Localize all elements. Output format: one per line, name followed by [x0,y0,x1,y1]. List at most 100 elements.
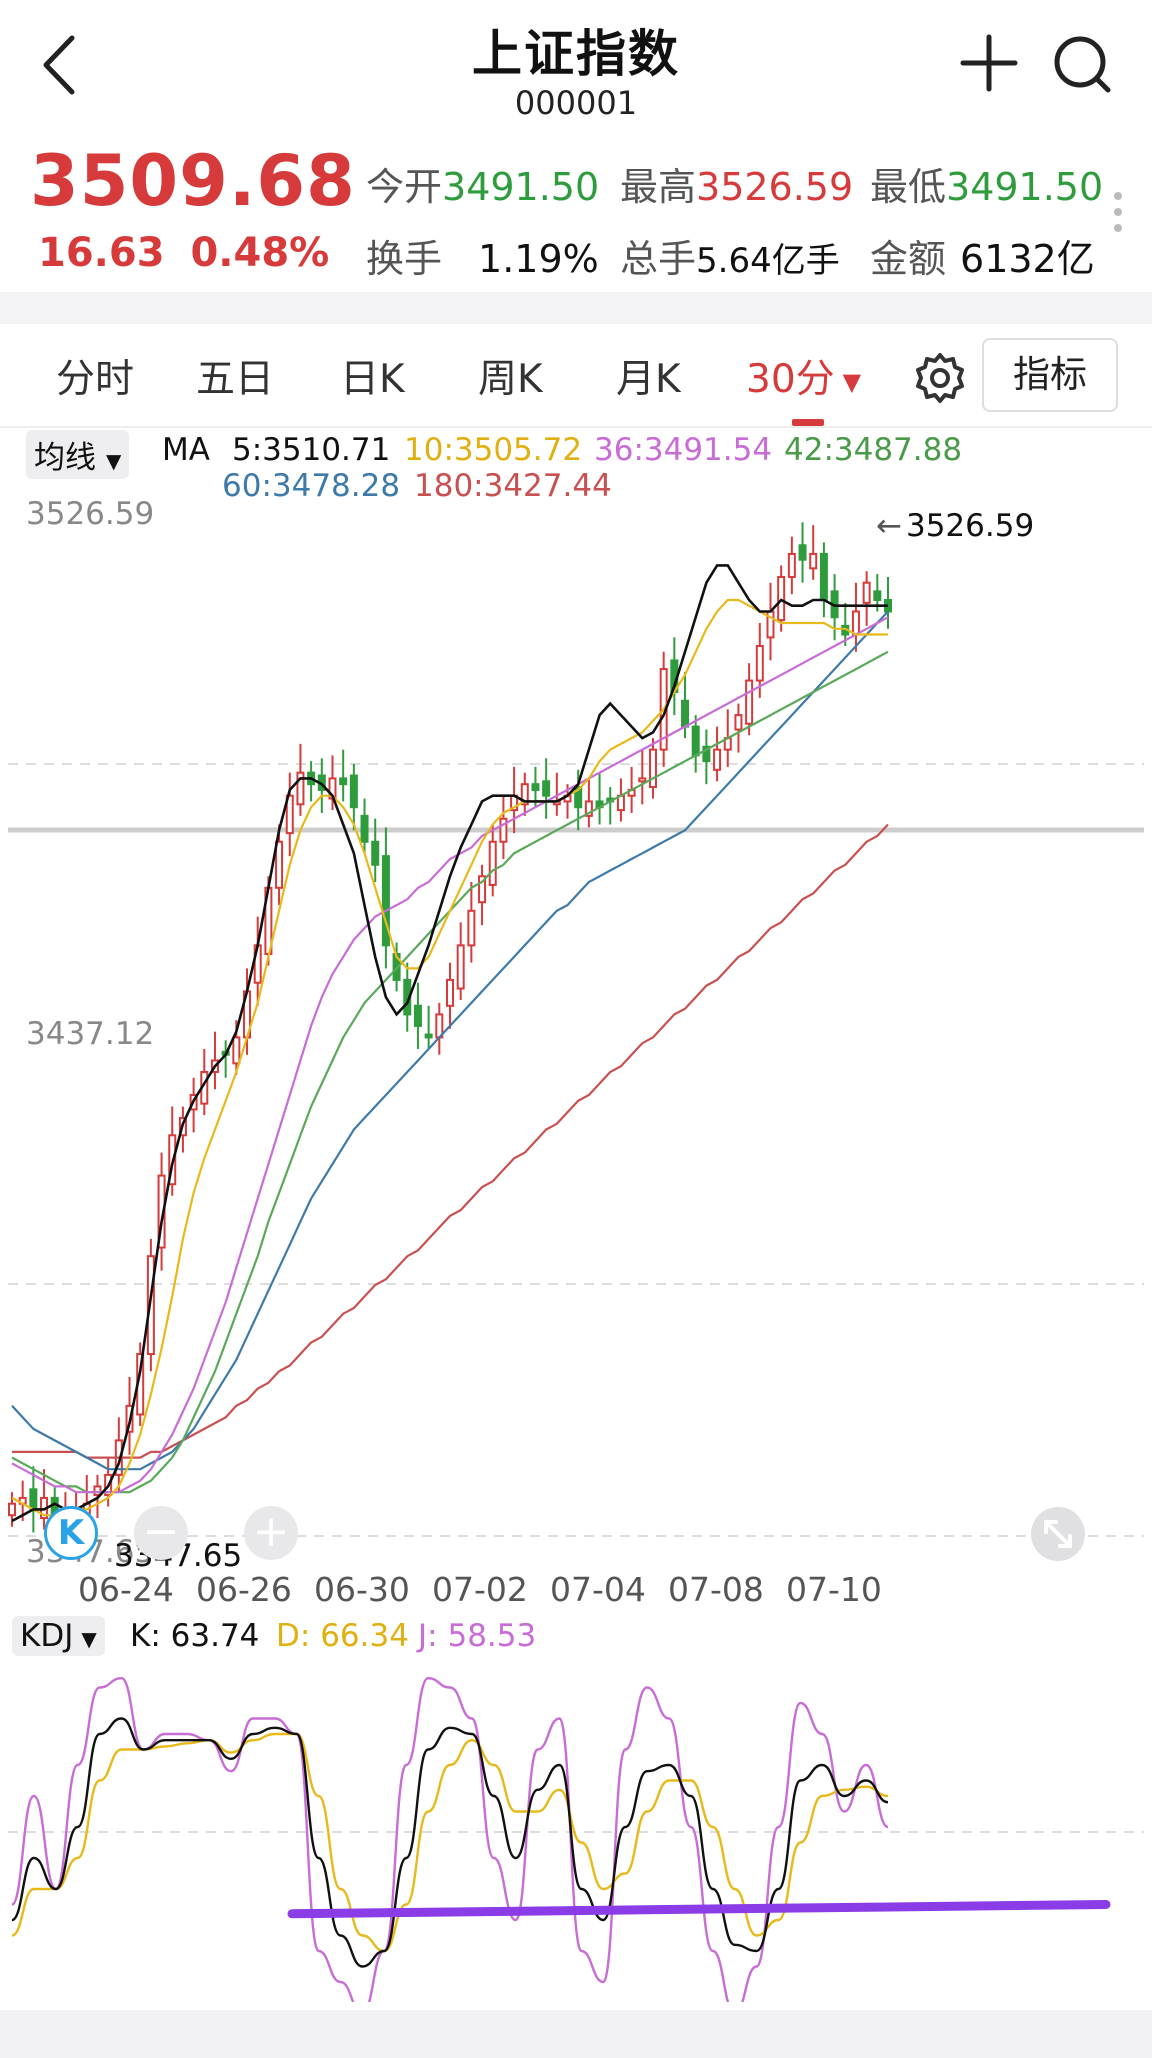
candle-body [285,794,294,835]
kdj-k-line [11,1717,889,1968]
kdj-j-label: J: 58.53 [418,1618,537,1654]
ma42-label: 42:3487.88 [784,432,963,468]
dropdown-caret-icon: ▼ [842,367,862,396]
x-axis-date: 06-30 [314,1570,410,1609]
active-tab-indicator [792,419,824,426]
ma36-line [11,616,889,1494]
tab-five-day[interactable]: 五日 [196,357,275,402]
more-dots-icon[interactable] [1112,190,1124,234]
gear-icon[interactable] [912,350,968,406]
candle-body [809,552,818,570]
x-axis-date: 07-04 [550,1570,646,1609]
x-axis-date: 07-10 [786,1570,882,1609]
candle-body [478,875,487,904]
fullscreen-icon[interactable] [1030,1506,1086,1562]
indicator-button[interactable]: 指标 [982,338,1118,412]
ma5-line [11,564,888,1523]
candle-body [648,748,657,789]
candle-body [499,817,508,843]
candle-body [873,590,882,601]
tab-daily-k[interactable]: 日K [340,357,405,402]
candle-body [755,645,764,682]
trendline [287,1900,1111,1919]
candle-body [232,1036,241,1065]
quote-field-volume: 总手5.64亿手 [620,237,840,281]
candle-body [531,783,540,791]
section-divider [0,292,1152,324]
candle-body [488,840,497,886]
candlestick-chart[interactable] [8,496,1144,1566]
ma10-label: 10:3505.72 [404,432,583,468]
candle-body [851,610,860,636]
candle-body [584,800,593,817]
y-axis-label-high: 3526.59 [26,496,155,532]
x-axis-date: 06-26 [196,1570,292,1609]
k-line-button[interactable]: K [44,1506,98,1560]
candle-body [381,855,390,947]
dropdown-caret-icon: ▼ [81,1627,97,1651]
candle-body [296,771,305,806]
candle-body [745,679,754,725]
tab-intraday[interactable]: 分时 [56,357,135,402]
candle-body [713,748,722,771]
candle-body [446,978,454,1007]
plus-icon[interactable] [958,32,1020,94]
candle-body [93,1485,102,1497]
x-axis-date: 07-08 [668,1570,764,1609]
zoom-out-button[interactable]: − [134,1506,188,1560]
candle-body [542,780,551,797]
kdj-d-label: D: 66.34 [276,1618,409,1654]
ma180-line [12,823,889,1459]
candle-body [424,1033,433,1039]
tab-weekly-k[interactable]: 周K [478,357,543,402]
candle-body [275,840,284,889]
candle-body [360,814,369,843]
ma5-label: 5:3510.71 [232,432,391,468]
candle-body [691,725,700,757]
kdj-selector[interactable]: KDJ ▼ [12,1616,105,1656]
zoom-in-button[interactable]: + [244,1506,298,1560]
arrow-left-icon: ← [876,508,902,544]
current-price: 3509.68 [30,140,356,222]
candle-body [467,909,476,947]
candle-body [638,777,647,783]
ma-selector[interactable]: 均线 ▼ [26,430,130,479]
page-title: 上证指数 [472,25,680,83]
kdj-j-line [10,1676,889,2002]
candle-body [349,774,358,809]
candle-body [456,944,465,990]
price-change: 16.63 0.48% [38,230,329,276]
ma180-label: 180:3427.44 [414,468,612,504]
y-axis-label-mid: 3437.12 [26,1016,155,1052]
candle-body [798,544,807,561]
search-icon[interactable] [1050,32,1114,96]
candle-body [339,777,348,786]
change-value: 16.63 [38,230,165,276]
back-chevron-icon[interactable] [34,30,84,100]
candle-body [681,699,690,728]
ma36-label: 36:3491.54 [594,432,773,468]
quote-field-open: 今开3491.50 [366,165,600,209]
quote-field-turnover: 换手 1.19% [366,237,599,281]
candle-body [413,1004,422,1027]
candle-body [371,840,380,866]
high-marker: ← 3526.59 [876,508,1035,544]
candle-body [8,1502,16,1517]
candle-body [574,786,583,809]
candle-body [787,552,796,578]
bottom-bar [0,2010,1152,2058]
ma60-label: 60:3478.28 [222,468,401,504]
x-axis-date: 07-02 [432,1570,528,1609]
candle-body [702,745,711,763]
kdj-d-line [11,1732,889,1953]
quote-field-amount: 金额 6132亿 [870,237,1095,281]
tab-monthly-k[interactable]: 月K [616,357,681,402]
quote-field-high: 最高3526.59 [620,165,854,209]
stock-code: 000001 [514,84,638,122]
tab-30min[interactable]: 30分 ▼ [746,357,862,402]
ma-prefix: MA [162,432,210,468]
kdj-chart[interactable] [8,1652,1144,2002]
candle-body [29,1488,38,1511]
change-percent: 0.48% [190,230,330,276]
kdj-k-label: K: 63.74 [130,1618,260,1654]
